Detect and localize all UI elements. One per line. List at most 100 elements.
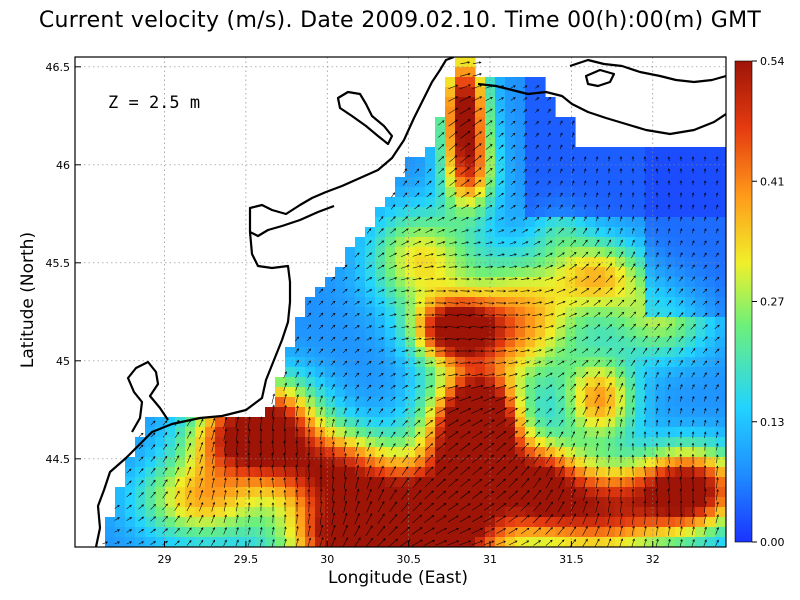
field-cell: [505, 457, 516, 468]
velocity-arrow: [378, 419, 384, 426]
field-cell: [245, 417, 256, 428]
velocity-arrow: [544, 289, 554, 293]
field-cell: [295, 407, 306, 418]
field-cell: [615, 437, 626, 448]
field-cell: [605, 307, 616, 318]
velocity-arrow: [459, 384, 472, 389]
estuary-outline: [249, 204, 335, 238]
velocity-arrow: [619, 180, 623, 186]
velocity-arrow: [508, 384, 518, 389]
velocity-arrow: [631, 371, 635, 379]
velocity-arrow: [199, 465, 204, 476]
field-cell: [605, 157, 616, 168]
field-cell: [525, 277, 536, 288]
velocity-arrow: [378, 325, 385, 329]
field-cell: [615, 347, 626, 358]
velocity-arrow: [545, 349, 554, 353]
field-cell: [335, 537, 346, 547]
velocity-arrow: [436, 277, 446, 281]
velocity-arrow: [472, 179, 482, 187]
field-cell: [525, 367, 536, 378]
field-cell: [715, 337, 726, 348]
velocity-arrow: [472, 143, 482, 151]
field-cell: [695, 147, 706, 158]
velocity-arrow: [702, 312, 708, 318]
velocity-arrow: [199, 442, 204, 452]
field-cell: [505, 137, 516, 148]
velocity-arrow: [436, 385, 446, 389]
velocity-arrow: [608, 488, 611, 501]
field-cell: [335, 387, 346, 398]
velocity-arrow: [642, 300, 648, 306]
field-cell: [515, 457, 526, 468]
field-cell: [395, 197, 406, 208]
velocity-arrow: [414, 180, 420, 186]
field-cell: [275, 487, 286, 498]
field-cell: [255, 497, 266, 508]
velocity-arrow: [607, 430, 611, 439]
field-cell: [385, 497, 396, 508]
field-cell: [695, 387, 706, 398]
field-cell: [615, 187, 626, 198]
field-cell: [475, 107, 486, 118]
field-cell: [435, 227, 446, 238]
field-cell: [685, 367, 696, 378]
velocity-arrow: [187, 478, 192, 488]
field-cell: [475, 397, 486, 408]
field-cell: [525, 497, 536, 508]
field-cell: [665, 467, 676, 478]
field-cell: [315, 317, 326, 328]
field-cell: [595, 427, 606, 438]
field-cell: [395, 177, 406, 188]
field-cell: [415, 457, 426, 468]
field-cell: [335, 507, 346, 518]
field-cell: [525, 267, 536, 278]
field-cell: [565, 247, 576, 258]
field-cell: [505, 337, 516, 348]
velocity-arrow: [483, 301, 495, 305]
field-cell: [235, 447, 246, 458]
field-cell: [665, 377, 676, 388]
velocity-arrow: [607, 216, 611, 222]
field-cell: [405, 357, 416, 368]
field-cell: [605, 237, 616, 248]
velocity-arrow: [320, 500, 323, 513]
field-cell: [535, 207, 546, 218]
velocity-arrow: [460, 167, 470, 175]
field-cell: [365, 437, 376, 448]
field-cell: [315, 337, 326, 348]
field-cell: [505, 347, 516, 358]
velocity-arrow: [496, 373, 507, 377]
velocity-arrow: [692, 513, 695, 525]
field-cell: [505, 177, 516, 188]
field-cell: [435, 367, 446, 378]
field-cell: [615, 477, 626, 488]
velocity-arrow: [523, 120, 528, 125]
velocity-arrow: [547, 144, 551, 150]
field-cell: [505, 377, 516, 388]
velocity-arrow: [631, 156, 635, 162]
velocity-arrow: [425, 385, 434, 389]
field-cell: [215, 467, 226, 478]
velocity-arrow: [535, 132, 539, 137]
velocity-arrow: [377, 289, 385, 293]
field-cell: [575, 227, 586, 238]
velocity-arrow: [343, 419, 347, 427]
field-cell: [615, 377, 626, 388]
field-cell: [335, 407, 346, 418]
field-cell: [645, 367, 656, 378]
field-cell: [505, 267, 516, 278]
field-cell: [515, 427, 526, 438]
field-cell: [445, 457, 456, 468]
field-cell: [415, 287, 426, 298]
velocity-arrow: [557, 264, 566, 270]
field-cell: [665, 397, 676, 408]
field-cell: [405, 417, 416, 428]
velocity-arrow: [509, 253, 517, 257]
velocity-arrow: [569, 252, 577, 258]
field-cell: [415, 447, 426, 458]
field-cell: [625, 387, 636, 398]
field-cell: [195, 487, 206, 498]
field-cell: [345, 297, 356, 308]
field-cell: [495, 487, 506, 498]
